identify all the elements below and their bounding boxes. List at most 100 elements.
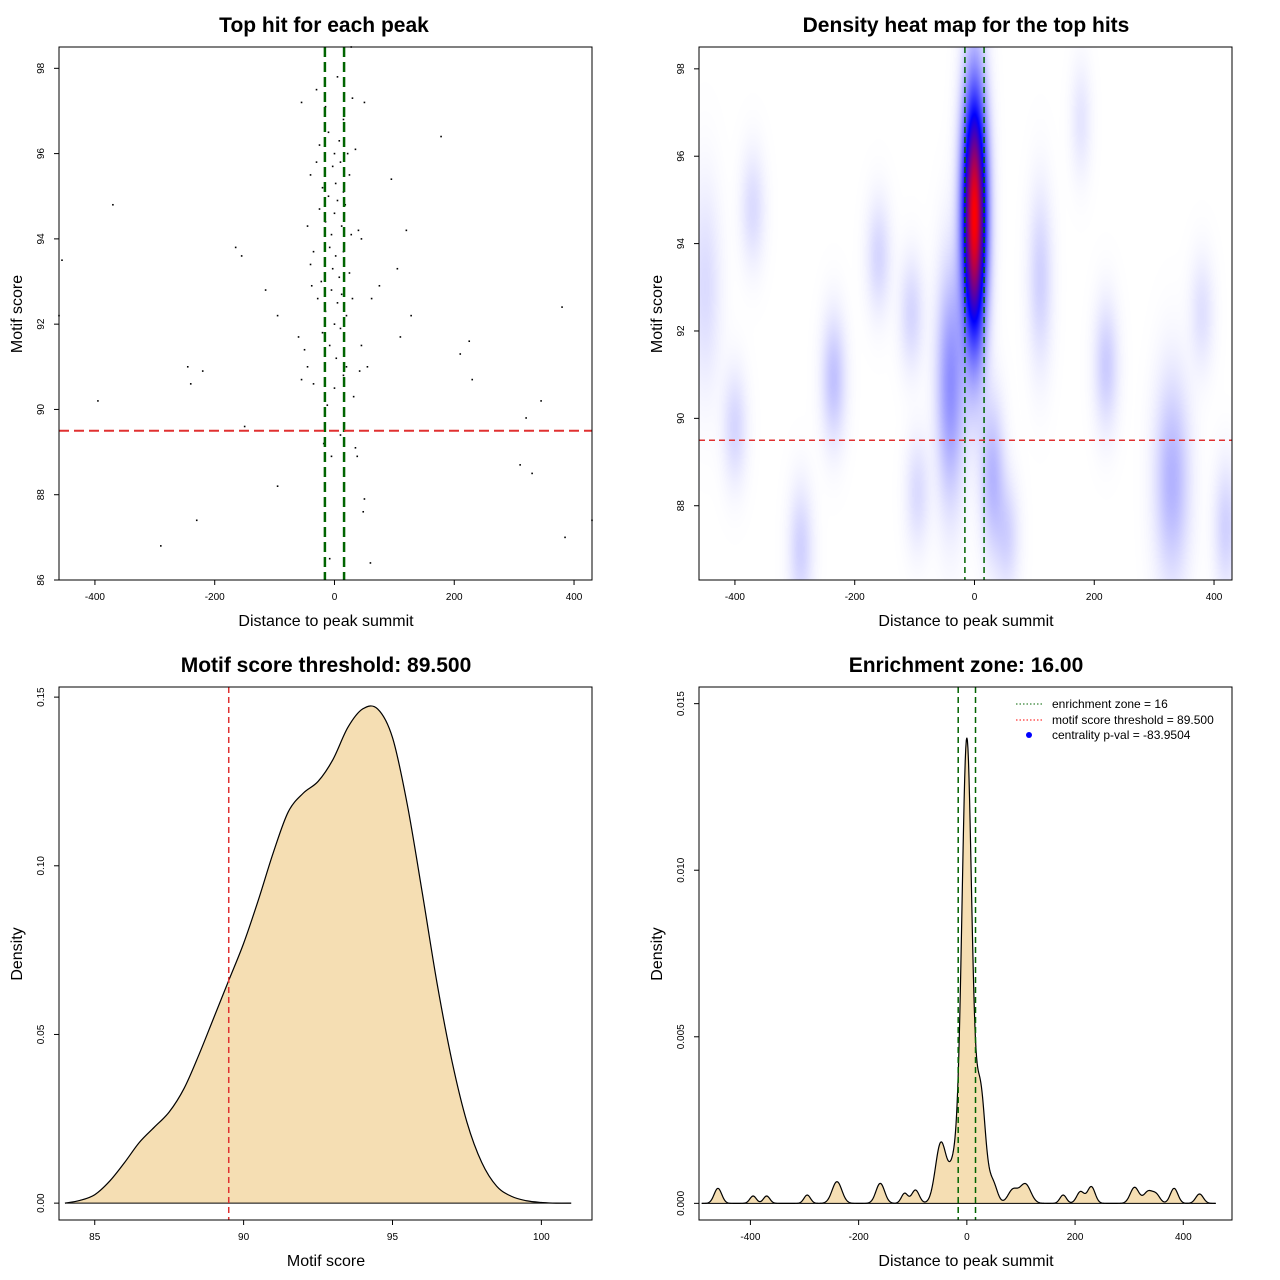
data-point xyxy=(312,383,315,385)
data-point xyxy=(306,225,309,227)
data-point xyxy=(339,327,342,330)
x-tick-label: 0 xyxy=(964,1232,970,1243)
y-axis-label: Motif score xyxy=(649,275,666,353)
panel-scatter: Top hit for each peak Distance to peak s… xyxy=(9,14,593,630)
data-point xyxy=(471,378,474,381)
data-point xyxy=(333,323,336,325)
data-point xyxy=(320,280,323,283)
legend-pval-label: centrality p-val = -83.9504 xyxy=(1052,728,1191,742)
data-point xyxy=(378,284,381,287)
plot-frame xyxy=(58,46,593,581)
data-point xyxy=(399,336,402,338)
y-tick-label: 94 xyxy=(676,238,687,250)
y-tick-label: 96 xyxy=(676,150,687,162)
data-point xyxy=(315,161,318,163)
x-tick-label: 400 xyxy=(566,592,583,603)
data-point xyxy=(333,212,336,215)
plot-marks: -400 -200 0 200 400 0.000 0.005 0.010 0.015 xyxy=(676,687,1216,1243)
data-point xyxy=(354,447,357,449)
y-tick-label: 90 xyxy=(36,403,47,415)
data-point xyxy=(327,131,330,134)
data-point xyxy=(306,366,309,368)
legend-enrichment-label: enrichment zone = 16 xyxy=(1052,697,1168,711)
data-point xyxy=(297,336,300,338)
data-point xyxy=(363,101,366,104)
data-point xyxy=(340,225,343,227)
data-point xyxy=(243,425,246,428)
data-point xyxy=(358,370,361,372)
chart-title: Density heat map for the top hits xyxy=(803,14,1130,37)
data-point xyxy=(160,545,162,547)
data-point xyxy=(321,186,324,189)
plot-frame xyxy=(698,686,1233,1221)
data-point xyxy=(348,174,351,176)
data-point xyxy=(303,348,306,351)
data-point xyxy=(564,536,566,539)
x-tick-label: 100 xyxy=(533,1232,550,1243)
x-tick-label: -400 xyxy=(725,592,745,603)
data-point xyxy=(540,400,542,402)
data-point xyxy=(351,97,354,99)
x-tick-label: -200 xyxy=(205,592,225,603)
y-tick-label: 0.015 xyxy=(676,691,687,716)
plot-marks: -400 -200 0 200 400 86 88 90 92 94 96 98 xyxy=(36,46,593,603)
y-tick-label: 88 xyxy=(36,489,47,501)
density-area xyxy=(64,705,572,1204)
data-point xyxy=(342,374,345,377)
y-tick-label: 0.000 xyxy=(676,1190,687,1215)
y-tick-label: 0.15 xyxy=(36,687,47,707)
y-tick-label: 0.00 xyxy=(36,1193,47,1213)
data-point xyxy=(324,105,327,108)
data-point xyxy=(333,152,336,155)
x-tick-label: 0 xyxy=(332,592,338,603)
data-point xyxy=(459,353,462,355)
density-curve xyxy=(64,705,572,1204)
data-point xyxy=(300,378,303,381)
data-point xyxy=(334,182,337,185)
y-tick-label: 86 xyxy=(36,574,47,586)
data-point xyxy=(201,370,204,372)
panel-score-density: Motif score threshold: 89.500 Motif scor… xyxy=(9,654,593,1270)
x-tick-label: 200 xyxy=(1086,592,1103,603)
data-point xyxy=(336,76,339,78)
x-tick-label: -200 xyxy=(845,592,865,603)
data-point xyxy=(360,238,363,240)
data-point xyxy=(396,267,399,270)
x-axis-label: Distance to peak summit xyxy=(238,613,414,630)
data-point xyxy=(468,340,471,343)
data-point xyxy=(195,519,198,522)
data-point xyxy=(318,144,321,146)
data-point xyxy=(338,276,341,279)
data-point xyxy=(519,464,521,466)
y-tick-label: 98 xyxy=(676,63,687,75)
data-point xyxy=(336,302,339,304)
data-point xyxy=(370,297,373,300)
plot-frame xyxy=(58,686,593,1221)
data-point xyxy=(360,344,363,347)
x-tick-label: 90 xyxy=(238,1232,250,1243)
y-tick-label: 0.005 xyxy=(676,1024,687,1049)
data-point xyxy=(342,118,345,121)
data-point xyxy=(363,498,366,500)
legend: enrichment zone = 16 motif score thresho… xyxy=(1016,697,1214,742)
data-point xyxy=(328,246,331,249)
data-point xyxy=(525,417,527,419)
y-tick-label: 96 xyxy=(36,148,47,160)
y-tick-label: 94 xyxy=(36,233,47,245)
y-axis-label: Density xyxy=(649,927,666,980)
data-point xyxy=(312,250,315,253)
data-point xyxy=(348,272,351,274)
y-tick-label: 88 xyxy=(676,500,687,512)
data-point xyxy=(339,434,342,436)
data-point xyxy=(369,562,372,564)
data-point xyxy=(310,284,313,287)
legend-threshold-label: motif score threshold = 89.500 xyxy=(1052,713,1214,727)
data-point xyxy=(276,485,279,487)
x-tick-label: 200 xyxy=(446,592,463,603)
data-point xyxy=(61,259,63,261)
x-tick-label: 95 xyxy=(387,1232,399,1243)
data-point xyxy=(340,293,343,296)
chart-title: Enrichment zone: 16.00 xyxy=(849,654,1084,677)
data-point xyxy=(440,135,442,138)
